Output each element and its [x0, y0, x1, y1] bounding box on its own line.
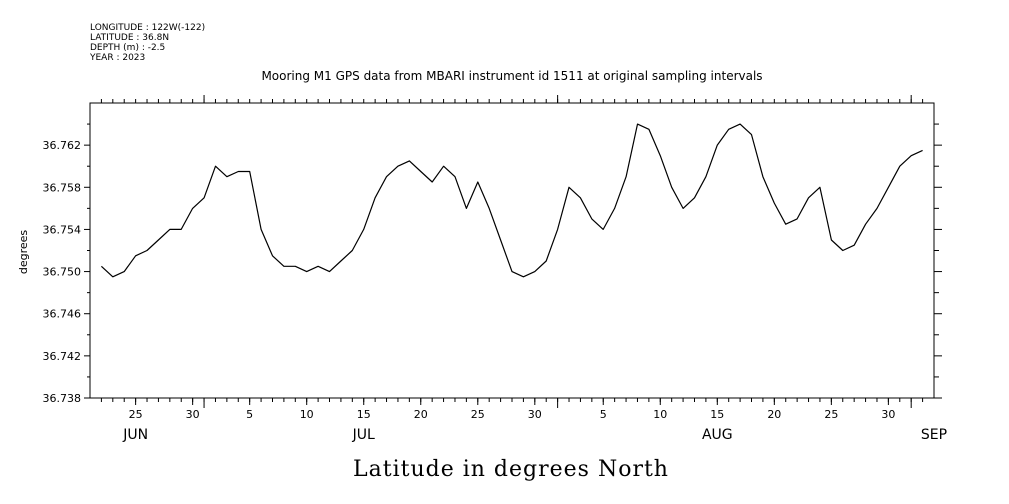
x-tick-label: 15 — [710, 408, 724, 421]
x-tick-label: 20 — [767, 408, 781, 421]
y-tick-label: 36.754 — [43, 223, 82, 236]
x-tick-label: 30 — [881, 408, 895, 421]
x-tick-label: 30 — [186, 408, 200, 421]
x-tick-label: 5 — [600, 408, 607, 421]
month-label: JUN — [122, 427, 148, 443]
header-longitude: LONGITUDE : 122W(-122) — [90, 23, 205, 33]
x-tick-label: 20 — [414, 408, 428, 421]
y-tick-label: 36.750 — [43, 266, 82, 279]
chart-title: Mooring M1 GPS data from MBARI instrumen… — [261, 69, 762, 83]
header-depth: DEPTH (m) : -2.5 — [90, 43, 165, 53]
y-tick-label: 36.742 — [43, 350, 82, 363]
month-label: AUG — [702, 427, 733, 443]
month-label: SEP — [921, 427, 947, 443]
x-tick-label: 25 — [471, 408, 485, 421]
y-tick-label: 36.758 — [43, 181, 82, 194]
header-year: YEAR : 2023 — [89, 53, 145, 63]
plot-frame — [89, 102, 935, 399]
x-tick-label: 25 — [129, 408, 143, 421]
x-tick-label: 25 — [824, 408, 838, 421]
x-tick-label: 10 — [300, 408, 314, 421]
series-line — [100, 123, 923, 278]
x-tick-label: 15 — [357, 408, 371, 421]
y-axis-label: degrees — [17, 230, 30, 275]
header-latitude: LATITUDE : 36.8N — [90, 33, 169, 43]
x-tick-label: 30 — [528, 408, 542, 421]
x-axis-label: Latitude in degrees North — [353, 457, 669, 482]
y-tick-label: 36.762 — [43, 139, 82, 152]
x-tick-label: 10 — [653, 408, 667, 421]
y-tick-label: 36.738 — [43, 392, 82, 405]
month-label: JUL — [352, 427, 375, 443]
x-tick-label: 5 — [246, 408, 253, 421]
y-tick-label: 36.746 — [43, 308, 82, 321]
